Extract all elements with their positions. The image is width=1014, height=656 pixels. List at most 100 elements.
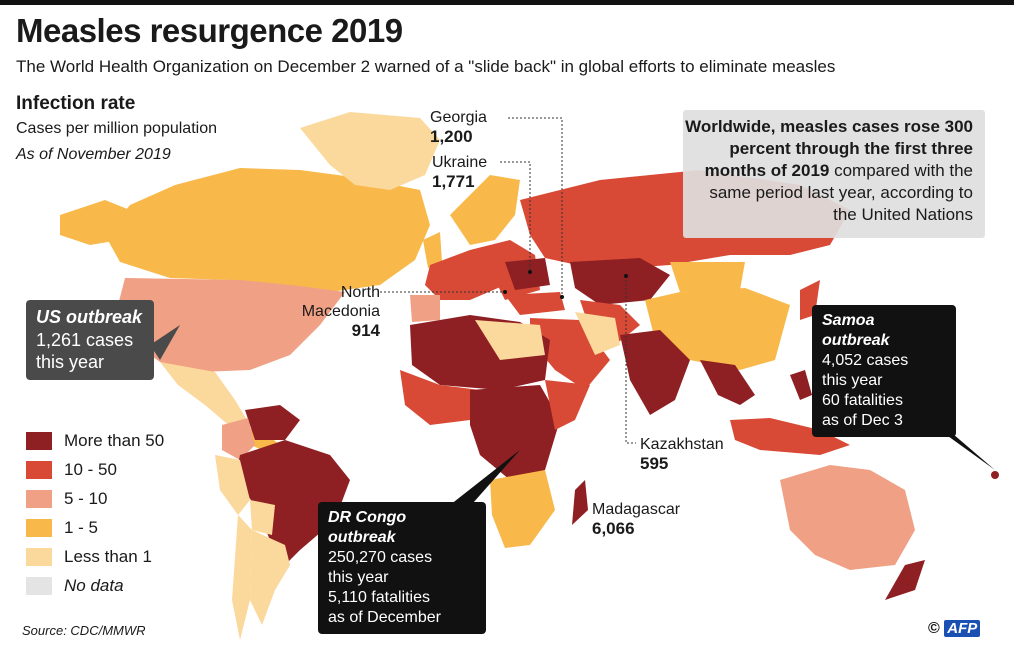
marker-georgia <box>560 295 564 299</box>
legend-item: More than 50 <box>26 426 164 455</box>
copyright-symbol: © <box>928 620 940 637</box>
legend-item: 10 - 50 <box>26 455 164 484</box>
us-outbreak-period: this year <box>36 352 105 372</box>
region-iran <box>575 312 620 355</box>
marker-macedonia <box>503 290 507 294</box>
region-peru <box>215 455 250 515</box>
us-outbreak-callout: US outbreak 1,261 cases this year <box>26 300 154 380</box>
legend-swatch <box>26 518 52 537</box>
section-date: As of November 2019 <box>16 146 171 163</box>
region-venezuela <box>245 405 300 440</box>
top-rule <box>0 0 1014 5</box>
label-georgia: Georgia 1,200 <box>430 108 487 148</box>
region-east-africa <box>545 380 590 430</box>
legend-item: 5 - 10 <box>26 484 164 513</box>
legend-label: 10 - 50 <box>64 459 117 479</box>
label-madagascar-name: Madagascar <box>592 501 681 518</box>
region-philippines <box>790 370 812 400</box>
legend-label: 5 - 10 <box>64 488 108 508</box>
legend-label: Less than 1 <box>64 546 152 566</box>
region-turkey <box>505 292 565 315</box>
region-egypt-libya <box>475 320 545 360</box>
region-china <box>645 288 790 370</box>
region-ukraine <box>505 258 550 290</box>
region-kazakhstan <box>570 258 670 305</box>
region-australia <box>780 465 915 570</box>
legend-label: 1 - 5 <box>64 517 99 537</box>
page-title: Measles resurgence 2019 <box>16 12 403 49</box>
worldwide-note-bold: Worldwide, measles cases rose 300 percen… <box>685 117 973 181</box>
region-scandinavia <box>450 175 520 245</box>
drc-outbreak-callout: DR Congo outbreak 250,270 cases this yea… <box>318 502 486 634</box>
region-mexico <box>160 362 250 428</box>
leader-georgia <box>508 117 563 297</box>
label-madagascar: Madagascar 6,066 <box>592 500 680 540</box>
region-chile <box>232 515 252 640</box>
legend-item: No data <box>26 571 164 600</box>
region-iberia <box>410 295 440 322</box>
label-kazakhstan-value: 595 <box>640 454 669 474</box>
samoa-outbreak-cases: 4,052 cases <box>822 352 909 369</box>
worldwide-note: Worldwide, measles cases rose 300 percen… <box>683 110 985 238</box>
legend: More than 50 10 - 50 5 - 10 1 - 5 Less t… <box>26 426 164 600</box>
legend-swatch <box>26 576 52 595</box>
samoa-outbreak-period: this year <box>822 372 883 389</box>
samoa-outbreak-date: as of Dec 3 <box>822 412 903 429</box>
region-usa <box>118 278 345 372</box>
label-georgia-value: 1,200 <box>430 127 473 147</box>
legend-item: Less than 1 <box>26 542 164 571</box>
region-mongolia <box>670 262 745 292</box>
label-ukraine: Ukraine 1,771 <box>432 153 487 193</box>
drc-outbreak-cases: 250,270 cases <box>328 549 433 566</box>
section-title: Infection rate <box>16 93 136 114</box>
samoa-outbreak-title: Samoa outbreak <box>822 312 890 349</box>
legend-swatch <box>26 547 52 566</box>
legend-label: No data <box>64 575 124 595</box>
legend-item: 1 - 5 <box>26 513 164 542</box>
region-brazil <box>235 440 350 565</box>
legend-swatch <box>26 489 52 508</box>
marker-kazakhstan <box>624 274 628 278</box>
label-kazakhstan-name: Kazakhstan <box>640 436 724 453</box>
region-greenland <box>300 112 440 190</box>
source-note: Source: CDC/MMWR <box>22 623 146 638</box>
samoa-outbreak-fatalities: 60 fatalities <box>822 392 903 409</box>
legend-label: More than 50 <box>64 430 165 450</box>
region-indonesia <box>730 418 850 455</box>
region-india <box>620 330 690 415</box>
section-subtitle: Cases per million population <box>16 120 217 137</box>
us-pointer <box>150 325 180 360</box>
marker-ukraine <box>528 270 532 274</box>
region-southeast-asia <box>700 360 755 405</box>
label-north-macedonia-name2: Macedonia <box>301 303 380 321</box>
region-southern-africa <box>490 470 555 548</box>
samoa-outbreak-callout: Samoa outbreak 4,052 cases this year 60 … <box>812 305 956 437</box>
legend-swatch <box>26 431 52 450</box>
region-colombia <box>222 418 255 460</box>
region-bolivia <box>250 500 275 535</box>
leader-kazakhstan <box>625 276 636 444</box>
drc-outbreak-fatalities: 5,110 fatalities <box>328 589 430 606</box>
label-ukraine-value: 1,771 <box>432 172 475 192</box>
agency-credit: © AFP <box>928 620 981 638</box>
region-new-zealand <box>885 560 925 600</box>
label-north-macedonia-name1: North <box>340 284 380 301</box>
label-ukraine-name: Ukraine <box>432 154 488 171</box>
label-kazakhstan: Kazakhstan 595 <box>640 435 724 475</box>
label-madagascar-value: 6,066 <box>592 519 635 539</box>
region-central-africa <box>470 385 560 480</box>
drc-outbreak-title: DR Congo outbreak <box>328 509 407 546</box>
us-outbreak-title: US outbreak <box>36 307 143 327</box>
worldwide-note-rest: compared with the same period last year,… <box>709 161 973 225</box>
samoa-marker <box>991 471 999 479</box>
drc-outbreak-period: this year <box>328 569 389 586</box>
region-canada <box>105 168 430 292</box>
region-argentina <box>250 530 290 625</box>
drc-pointer <box>450 450 520 512</box>
region-uk <box>423 232 442 268</box>
label-north-macedonia-value: 914 <box>351 321 380 341</box>
leader-ukraine <box>500 161 531 272</box>
legend-swatch <box>26 460 52 479</box>
region-alaska <box>60 200 130 245</box>
page-subtitle: The World Health Organization on Decembe… <box>16 57 836 76</box>
